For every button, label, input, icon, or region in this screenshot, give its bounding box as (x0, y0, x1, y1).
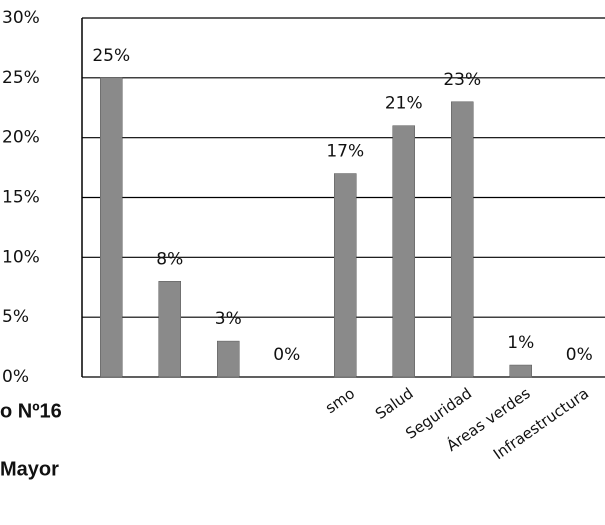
bar (100, 77, 123, 378)
value-label: 8% (156, 249, 183, 269)
bar (334, 173, 357, 378)
bar (158, 281, 181, 378)
bar (217, 340, 240, 378)
value-label: 21% (385, 94, 423, 114)
bar (392, 125, 415, 378)
y-tick-label: 15% (2, 188, 40, 208)
y-tick-label: 25% (2, 68, 40, 88)
side-text: o Nº16 (0, 400, 62, 422)
y-tick-label: 10% (2, 247, 40, 267)
value-label: 3% (215, 309, 242, 329)
x-tick-label: Salud (372, 384, 417, 423)
value-label: 0% (273, 345, 300, 365)
value-label: 1% (507, 333, 534, 353)
y-tick-label: 0% (2, 367, 29, 387)
value-label: 0% (566, 345, 593, 365)
y-tick-label: 5% (2, 307, 29, 327)
value-label: 23% (443, 70, 481, 90)
y-tick-label: 30% (2, 8, 40, 28)
bar (509, 364, 532, 378)
y-tick-label: 20% (2, 128, 40, 148)
x-tick-label: smo (322, 384, 358, 417)
value-label: 17% (326, 142, 364, 162)
side-text: Mayor (0, 458, 59, 480)
value-label: 25% (92, 46, 130, 66)
bar (451, 101, 474, 378)
